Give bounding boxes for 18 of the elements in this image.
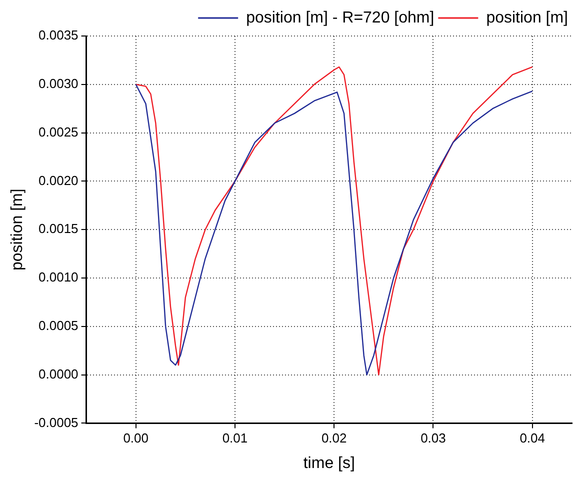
x-tick-label: 0.00 [123,430,149,446]
x-tick-label: 0.01 [222,430,248,446]
y-tick-label: 0.0015 [38,221,78,236]
x-tick-label: 0.03 [420,430,446,446]
x-axis-title: time [s] [303,454,355,472]
y-tick-label: 0.0030 [38,76,78,91]
x-tick-label: 0.04 [520,430,546,446]
x-tick-label: 0.02 [321,430,347,446]
y-tick-label: 0.0020 [38,172,78,188]
legend-label: position [m] - R=720 [ohm] [246,9,434,26]
y-tick-label: 0.0000 [38,366,78,382]
y-tick-label: -0.0005 [34,414,78,430]
y-tick-label: 0.0005 [38,318,78,333]
legend-label: position [m] [486,9,568,26]
y-axis-title: position [m] [9,188,26,271]
y-tick-label: 0.0010 [38,270,78,285]
y-tick-label: 0.0025 [38,124,78,140]
y-tick-label: 0.0035 [38,28,78,43]
